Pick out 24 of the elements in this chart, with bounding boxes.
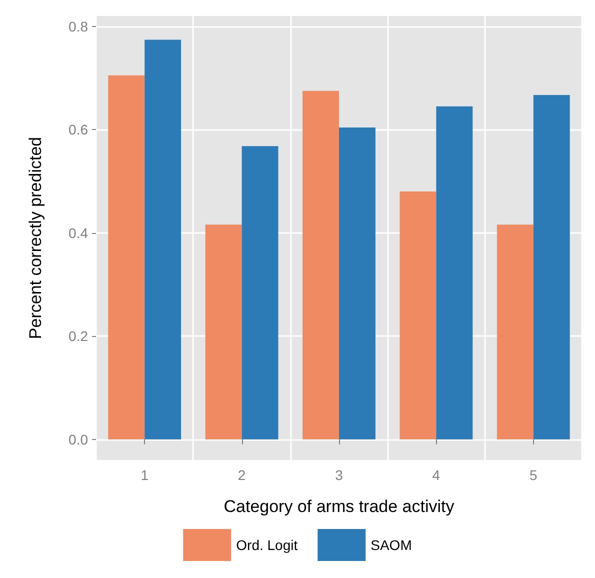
x-tick-label: 2 — [238, 467, 246, 483]
legend-label: Ord. Logit — [236, 537, 298, 553]
y-tick-label: 0.0 — [68, 431, 88, 448]
bar — [400, 192, 436, 440]
y-axis-title: Percent correctly predicted — [26, 136, 45, 340]
bar — [108, 75, 145, 440]
x-tick-label: 3 — [335, 467, 344, 483]
bar — [496, 224, 534, 440]
bar — [436, 106, 473, 440]
bar — [339, 128, 376, 440]
x-axis-title: Category of arms trade activity — [224, 497, 455, 516]
bar — [205, 224, 242, 440]
x-tick-label: 4 — [432, 467, 440, 483]
bar — [144, 40, 182, 440]
y-tick-label: 0.8 — [68, 18, 88, 34]
legend-label: SAOM — [370, 537, 412, 553]
y-tick-label: 0.6 — [68, 122, 88, 138]
bar — [242, 146, 278, 440]
y-tick-label: 0.2 — [68, 328, 88, 344]
bar — [533, 94, 570, 440]
bar — [302, 90, 339, 440]
x-tick-label: 5 — [530, 467, 538, 483]
x-tick-label: 1 — [140, 467, 149, 483]
y-tick-label: 0.4 — [68, 224, 88, 241]
